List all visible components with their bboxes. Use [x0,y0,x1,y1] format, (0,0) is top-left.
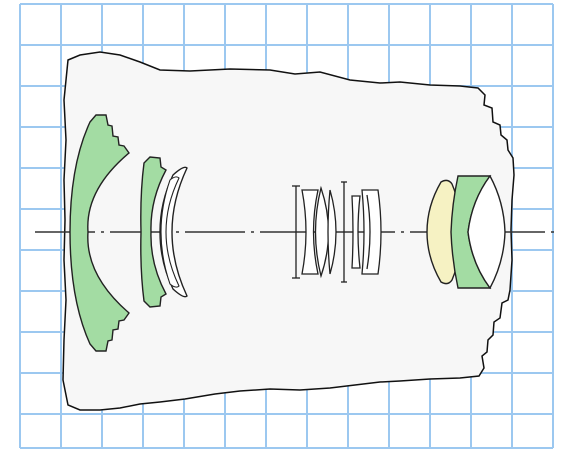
middle-element-1 [301,189,319,275]
lens-element-white-meniscus-inner [160,176,180,288]
middle-lens-group [292,181,382,283]
lens-barrel [62,51,515,411]
middle-element-5 [361,189,382,275]
middle-element-3 [327,189,337,275]
lens-element-second-green [140,156,167,308]
middle-element-6 [366,194,371,270]
middle-element-4 [351,195,361,269]
lens-element-rear-white [467,174,506,290]
middle-element-2 [314,185,330,279]
lens-element-front-green [69,114,130,352]
